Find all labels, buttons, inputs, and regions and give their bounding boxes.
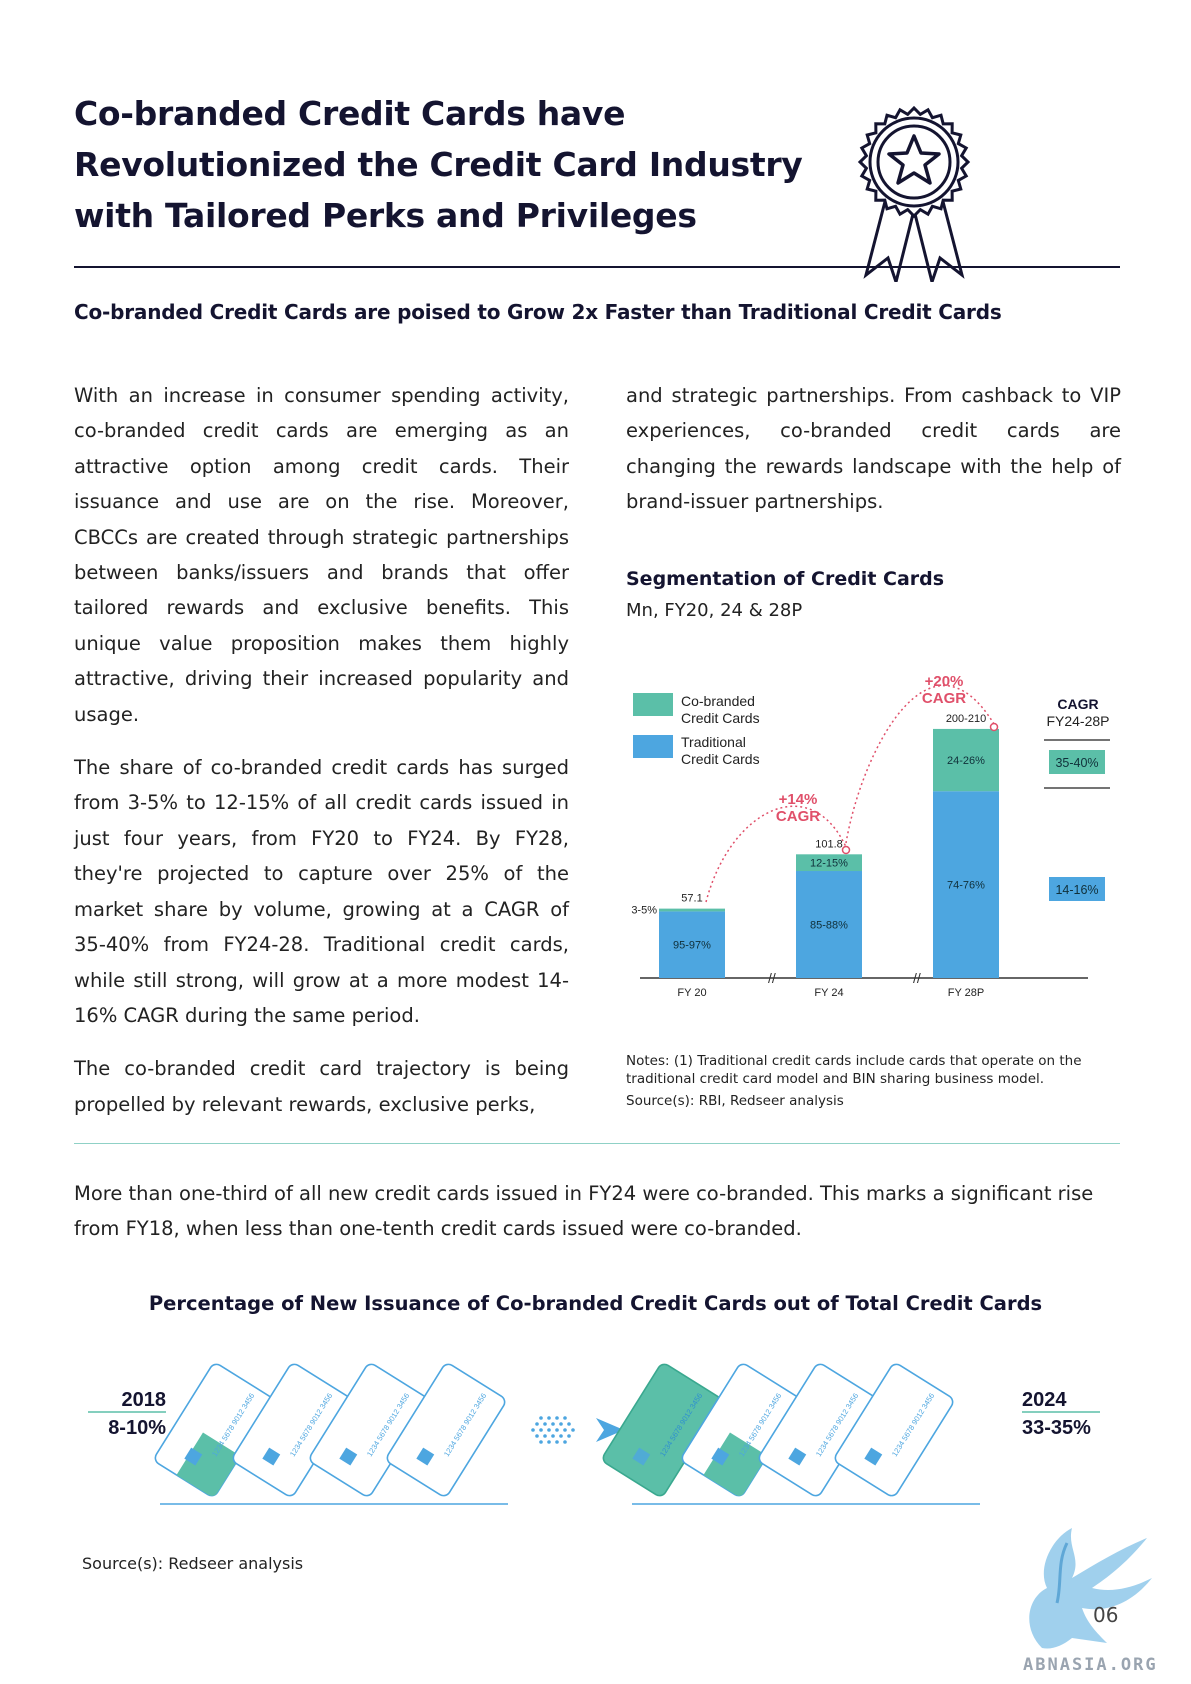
chart-title: Segmentation of Credit Cards [626,568,945,590]
cagr-period: FY24-28P [1046,713,1109,729]
pct-2018: 8-10% [108,1417,166,1439]
site-watermark: ABNASIA.ORG [1023,1655,1158,1675]
title-line-1: Co-branded Credit Cards have [74,94,626,133]
cagr-label-2a: +20% [925,673,964,690]
cagr-arrow-end-1 [841,845,851,855]
page-number: 06 [1093,1603,1119,1627]
paragraph-trajectory: The co-branded credit card trajectory is… [74,1057,569,1116]
paragraph-share: The share of co-branded credit cards has… [74,756,569,1027]
credit-card-icon-right-2: 1234 5678 9012 3456 [758,1363,878,1497]
body-column-right: and strategic partnerships. From cashbac… [626,378,1121,520]
griffin-logo-icon [1029,1528,1152,1649]
credit-card-icon-left-0: 1234 5678 9012 3456 [154,1363,274,1497]
issuance-paragraph: More than one-third of all new credit ca… [74,1182,1094,1241]
pct-2024: 33-35% [1022,1417,1091,1439]
cagr-label-1a: +14% [779,791,818,808]
section-divider [74,1143,1120,1144]
cagr-label-2b: CAGR [922,690,966,707]
bar-traditional-2 [933,791,999,978]
x-tick-label-2: FY 28P [948,987,985,999]
cards-illustration: 2018 8-10% 2024 33-35% 1234 5678 9012 34… [88,1363,1100,1505]
legend-label-cobranded-1: Co-branded [681,693,755,709]
page-title: Co-branded Credit Cards have Revolutioni… [74,88,803,241]
cagr-value-cobranded: 35-40% [1055,756,1098,770]
title-line-2: Revolutionized the Credit Card Industry [74,145,803,184]
bar-cobranded-2 [933,728,999,792]
x-tick-label-1: FY 24 [814,987,843,999]
cagr-value-traditional: 14-16% [1055,883,1098,897]
cagr-arrow-fy24-fy28 [845,684,995,844]
segmentation-chart: Co-branded Credit Cards Traditional Cred… [631,673,1110,999]
transition-arrow-icon [531,1416,575,1444]
issuance-title: Percentage of New Issuance of Co-branded… [148,1292,1043,1315]
x-tick-label-0: FY 20 [677,987,706,999]
award-badge-icon [857,105,971,282]
cagr-box-cobranded [1049,750,1105,774]
axis-break-2: // [913,970,921,986]
cagr-header: CAGR [1057,696,1098,712]
legend-label-traditional-1: Traditional [681,734,746,750]
bar-traditional-label-2: 74-76% [947,880,985,892]
title-line-3: with Tailored Perks and Privileges [74,196,697,235]
year-2018: 2018 [122,1389,167,1411]
bar-traditional-0 [659,911,725,978]
bar-cobranded-label-0: 3-5% [631,905,657,917]
legend-swatch-cobranded [633,693,673,716]
cagr-label-1b: CAGR [776,808,820,825]
credit-card-icon-left-2: 1234 5678 9012 3456 [309,1363,429,1497]
bar-cobranded-label-2: 24-26% [947,755,985,767]
header-rule [74,266,1120,268]
year-2024: 2024 [1022,1389,1067,1411]
bar-traditional-label-1: 85-88% [810,920,848,932]
issuance-source: Source(s): Redseer analysis [82,1554,304,1573]
bar-traditional-label-0: 95-97% [673,940,711,952]
bar-traditional-1 [796,871,862,978]
body-column-left: With an increase in consumer spending ac… [74,378,569,1122]
chart-notes: Notes: (1) Traditional credit cards incl… [626,1053,1082,1087]
chart-source: Source(s): RBI, Redseer analysis [626,1093,844,1109]
legend-swatch-traditional [633,735,673,758]
paragraph-intro: With an increase in consumer spending ac… [74,384,569,726]
bar-total-label-1: 101.8 [815,838,843,850]
chart-subtitle: Mn, FY20, 24 & 28P [626,600,803,621]
section-subtitle: Co-branded Credit Cards are poised to Gr… [74,300,1002,324]
bar-cobranded-label-1: 12-15% [810,858,848,870]
legend-label-traditional-2: Credit Cards [681,751,760,767]
cagr-box-traditional [1049,877,1105,901]
arrow-head-icon [596,1418,624,1442]
bar-cobranded-0 [659,908,725,912]
cagr-arrow-end-2 [989,722,999,732]
legend-label-cobranded-2: Credit Cards [681,710,760,726]
axis-break-1: // [768,970,776,986]
paragraph-partnerships: and strategic partnerships. From cashbac… [626,384,1121,514]
bar-cobranded-1 [796,854,862,872]
bar-total-label-0: 57.1 [681,893,702,905]
bar-total-label-2: 200-210 [946,713,986,725]
cagr-arrow-fy20-fy24 [705,805,847,903]
